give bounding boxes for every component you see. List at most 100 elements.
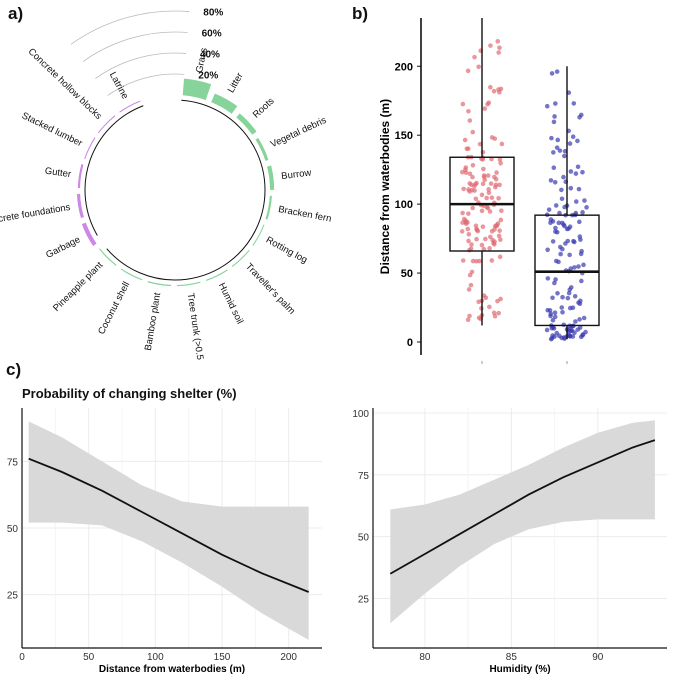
category-label: Burrow [281, 167, 312, 182]
jitter-point [488, 84, 493, 90]
jitter-point [548, 336, 554, 342]
radial-bar [84, 137, 96, 160]
jitter-point [552, 314, 558, 320]
jitter-point [560, 246, 565, 252]
jitter-point [565, 295, 571, 301]
jitter-point [559, 196, 565, 202]
jitter-point [467, 313, 472, 319]
jitter-point [489, 135, 495, 140]
radial-bar [120, 268, 143, 281]
category-label: Concrete hollow blocks [26, 46, 104, 122]
jitter-point [498, 296, 503, 302]
jitter-point [567, 305, 573, 311]
scale-ring-label: 60% [202, 29, 222, 40]
jitter-point [497, 228, 502, 233]
panel-a-label: a) [8, 4, 24, 23]
jitter-point [474, 236, 479, 242]
jitter-point [559, 335, 564, 341]
jitter-point [473, 196, 479, 202]
jitter-point [561, 322, 567, 328]
jitter-point [552, 280, 557, 286]
jitter-point [496, 310, 501, 316]
jitter-point [472, 54, 477, 60]
category-label: Rotting log [264, 235, 309, 266]
category-label: Litter [226, 71, 246, 95]
jitter-point [497, 157, 503, 162]
jitter-point [554, 145, 560, 150]
jitter-point [477, 258, 482, 264]
jitter-point [573, 319, 578, 324]
jitter-point [465, 68, 471, 74]
jitter-point [575, 138, 580, 144]
jitter-point [466, 211, 471, 216]
jitter-point [546, 207, 552, 212]
track-arc-artificial [84, 105, 144, 236]
jitter-point [465, 317, 471, 323]
jitter-point [567, 141, 573, 146]
jitter-point [551, 150, 556, 155]
jitter-point [576, 186, 582, 192]
scale-ring [70, 10, 190, 45]
jitter-point [580, 169, 585, 175]
jitter-point [492, 242, 497, 247]
jitter-point [476, 64, 481, 70]
y-tick-label: 75 [358, 471, 370, 482]
jitter-point [549, 71, 555, 76]
y-tick-label: 50 [358, 533, 370, 544]
jitter-point [473, 223, 479, 229]
jitter-point [481, 173, 487, 178]
jitter-point [487, 304, 492, 310]
jitter-point [466, 231, 472, 237]
y-tick-label: 25 [358, 595, 370, 606]
jitter-point [550, 317, 556, 323]
jitter-point [552, 310, 558, 315]
jitter-point [483, 236, 488, 242]
jitter-point [470, 258, 476, 264]
jitter-point [486, 187, 491, 192]
y-tick-label: 100 [395, 199, 413, 211]
category-label: Roots [251, 96, 277, 121]
jitter-point [481, 293, 487, 298]
jitter-point [467, 118, 473, 123]
jitter-point [497, 89, 502, 95]
jitter-point [497, 45, 502, 51]
jitter-point [482, 106, 488, 111]
radial-bar [81, 222, 97, 246]
jitter-point [544, 103, 550, 109]
jitter-point [470, 129, 476, 135]
radial-bar [119, 100, 141, 113]
x-tick-label: 100 [147, 652, 164, 663]
jitter-point [545, 247, 550, 253]
jitter-point [556, 259, 561, 265]
jitter-point [494, 170, 499, 175]
jitter-point [578, 112, 584, 118]
jitter-point [463, 167, 468, 173]
jitter-point [487, 209, 493, 214]
jitter-point [488, 234, 493, 240]
jitter-point [559, 220, 565, 226]
jitter-point [484, 204, 490, 210]
x-tick-label: 200 [280, 652, 297, 663]
jitter-point [558, 251, 563, 257]
jitter-point [489, 195, 495, 200]
category-label: Latrine [107, 70, 130, 101]
x-tick-label: 0 [19, 652, 25, 663]
jitter-point [492, 223, 498, 229]
jitter-point [579, 278, 584, 284]
jitter-point [555, 291, 560, 296]
jitter-point [583, 329, 588, 335]
jitter-point [467, 272, 473, 278]
confidence-band [28, 421, 309, 640]
y-tick-label: 50 [401, 268, 413, 280]
jitter-point [487, 246, 492, 251]
radial-bar [252, 224, 265, 246]
jitter-point [552, 179, 558, 185]
jitter-point [580, 332, 585, 338]
jitter-point [567, 252, 572, 258]
jitter-point [498, 217, 504, 223]
jitter-point [573, 171, 579, 176]
jitter-point [480, 181, 486, 187]
jitter-point [497, 254, 503, 260]
jitter-point [467, 247, 472, 253]
